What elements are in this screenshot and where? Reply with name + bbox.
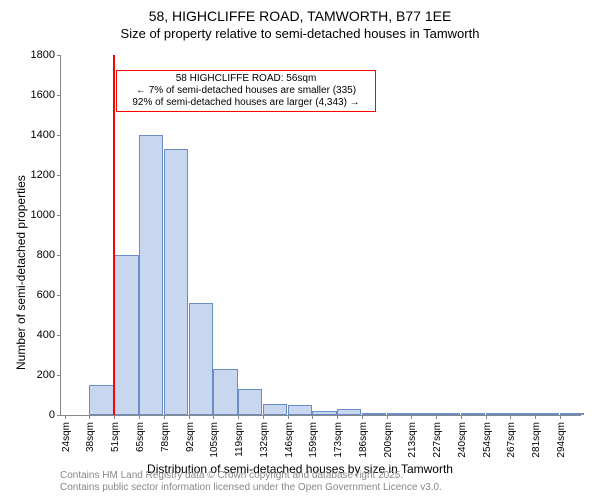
xtick-mark (362, 415, 363, 419)
xtick-label: 65sqm (135, 422, 146, 452)
xtick-label: 200sqm (383, 422, 394, 458)
xtick-mark (139, 415, 140, 419)
histogram-bar (436, 413, 460, 415)
ytick-label: 1800 (31, 49, 55, 61)
annotation-line-1: 58 HIGHCLIFFE ROAD: 56sqm (121, 73, 371, 85)
xtick-label: 186sqm (358, 422, 369, 458)
ytick-mark (57, 295, 61, 296)
histogram-bar (89, 385, 113, 415)
xtick-mark (436, 415, 437, 419)
xtick-mark (65, 415, 66, 419)
chart-subtitle: Size of property relative to semi-detach… (0, 26, 600, 41)
histogram-bar (189, 303, 213, 415)
xtick-mark (164, 415, 165, 419)
y-axis-label: Number of semi-detached properties (14, 175, 28, 370)
histogram-bar (114, 255, 138, 415)
xtick-mark (560, 415, 561, 419)
histogram-bar (337, 409, 361, 415)
histogram-bar (362, 413, 386, 415)
xtick-label: 24sqm (61, 422, 72, 452)
chart-container: 58, HIGHCLIFFE ROAD, TAMWORTH, B77 1EE S… (0, 0, 600, 500)
ytick-label: 600 (37, 289, 55, 301)
ytick-label: 200 (37, 369, 55, 381)
ytick-mark (57, 55, 61, 56)
ytick-mark (57, 335, 61, 336)
ytick-mark (57, 255, 61, 256)
xtick-label: 240sqm (457, 422, 468, 458)
xtick-mark (213, 415, 214, 419)
xtick-label: 294sqm (556, 422, 567, 458)
ytick-label: 1400 (31, 129, 55, 141)
xtick-mark (337, 415, 338, 419)
histogram-bar (560, 413, 584, 415)
xtick-mark (89, 415, 90, 419)
ytick-mark (57, 135, 61, 136)
xtick-label: 227sqm (432, 422, 443, 458)
xtick-mark (263, 415, 264, 419)
xtick-mark (189, 415, 190, 419)
xtick-mark (486, 415, 487, 419)
ytick-label: 1600 (31, 89, 55, 101)
xtick-label: 119sqm (234, 422, 245, 457)
histogram-bar (486, 413, 510, 415)
xtick-label: 254sqm (482, 422, 493, 458)
xtick-label: 281sqm (531, 422, 542, 458)
xtick-mark (387, 415, 388, 419)
histogram-bar (461, 413, 485, 415)
xtick-label: 92sqm (185, 422, 196, 452)
ytick-mark (57, 375, 61, 376)
ytick-mark (57, 95, 61, 96)
footer-line-2: Contains public sector information licen… (60, 482, 442, 494)
xtick-label: 267sqm (506, 422, 517, 458)
xtick-mark (510, 415, 511, 419)
histogram-bar (510, 413, 534, 415)
histogram-bar (263, 404, 287, 415)
xtick-label: 105sqm (209, 422, 220, 458)
xtick-mark (114, 415, 115, 419)
ytick-mark (57, 175, 61, 176)
histogram-bar (411, 413, 435, 415)
xtick-mark (461, 415, 462, 419)
xtick-label: 213sqm (407, 422, 418, 458)
ytick-mark (57, 215, 61, 216)
ytick-label: 400 (37, 329, 55, 341)
xtick-label: 132sqm (259, 422, 270, 458)
ytick-label: 0 (49, 409, 55, 421)
ytick-label: 800 (37, 249, 55, 261)
histogram-bar (288, 405, 312, 415)
histogram-bar (213, 369, 237, 415)
ytick-mark (57, 415, 61, 416)
histogram-bar (535, 413, 559, 415)
footer-line-1: Contains HM Land Registry data © Crown c… (60, 470, 442, 482)
xtick-label: 78sqm (160, 422, 171, 452)
property-marker-line (113, 55, 115, 415)
chart-title: 58, HIGHCLIFFE ROAD, TAMWORTH, B77 1EE (0, 0, 600, 24)
xtick-label: 159sqm (308, 422, 319, 458)
footer-attribution: Contains HM Land Registry data © Crown c… (60, 470, 442, 494)
ytick-label: 1000 (31, 209, 55, 221)
annotation-line-2: ← 7% of semi-detached houses are smaller… (121, 85, 371, 97)
xtick-mark (312, 415, 313, 419)
xtick-mark (535, 415, 536, 419)
plot-area: 58 HIGHCLIFFE ROAD: 56sqm← 7% of semi-de… (60, 55, 581, 416)
xtick-label: 51sqm (110, 422, 121, 452)
xtick-mark (288, 415, 289, 419)
xtick-mark (238, 415, 239, 419)
histogram-bar (387, 413, 411, 415)
histogram-bar (139, 135, 163, 415)
annotation-box: 58 HIGHCLIFFE ROAD: 56sqm← 7% of semi-de… (116, 70, 376, 112)
xtick-mark (411, 415, 412, 419)
histogram-bar (238, 389, 262, 415)
histogram-bar (164, 149, 188, 415)
xtick-label: 146sqm (284, 422, 295, 458)
ytick-label: 1200 (31, 169, 55, 181)
histogram-bar (312, 411, 336, 415)
xtick-label: 38sqm (85, 422, 96, 452)
xtick-label: 173sqm (333, 422, 344, 458)
annotation-line-3: 92% of semi-detached houses are larger (… (121, 97, 371, 109)
